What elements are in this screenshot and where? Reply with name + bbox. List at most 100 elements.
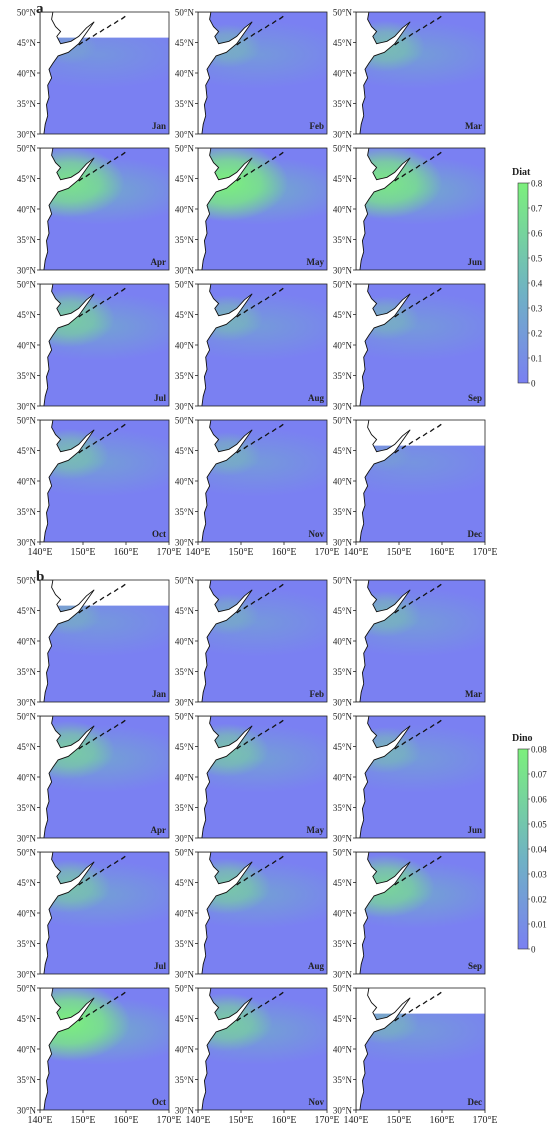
bloom-area xyxy=(198,148,289,222)
y-tick-label: 40°N xyxy=(175,773,195,783)
y-tick-label: 40°N xyxy=(17,477,37,487)
colorbar-tick: 0.01 xyxy=(531,920,547,930)
colorbar-tick: 0.08 xyxy=(531,745,547,755)
y-tick-label: 40°N xyxy=(333,477,353,487)
map-dino-oct: Oct 30°N 35°N 40°N 45°N 50°N 140°E 150°E 160°E 17… xyxy=(17,984,182,1127)
y-tick-label: 35°N xyxy=(175,371,195,381)
y-tick-label: 40°N xyxy=(175,637,195,647)
y-tick-label: 35°N xyxy=(17,371,37,381)
map-dino-aug: Aug 30°N 35°N 40°N 45°N 50°N xyxy=(175,848,328,980)
month-label: Dec xyxy=(468,529,483,539)
month-label: Jun xyxy=(467,825,482,835)
y-tick-label: 50°N xyxy=(333,280,353,290)
land-mask xyxy=(198,580,253,702)
y-tick-label: 45°N xyxy=(17,878,37,888)
y-tick-label: 35°N xyxy=(17,99,37,109)
y-tick-label: 40°N xyxy=(175,909,195,919)
land-mask xyxy=(356,12,411,134)
y-tick-label: 30°N xyxy=(17,1106,37,1116)
y-tick-label: 30°N xyxy=(17,834,37,844)
y-tick-label: 35°N xyxy=(175,667,195,677)
y-tick-label: 30°N xyxy=(17,970,37,980)
x-tick-label: 140°E xyxy=(343,547,368,558)
y-tick-label: 40°N xyxy=(333,637,353,647)
y-tick-label: 30°N xyxy=(17,538,37,548)
y-tick-label: 30°N xyxy=(333,834,353,844)
y-tick-label: 30°N xyxy=(175,970,195,980)
panel-label-a: a xyxy=(36,1,44,17)
y-tick-label: 40°N xyxy=(333,909,353,919)
map-diat-oct: Oct 30°N 35°N 40°N 45°N 50°N 140°E 150°E 160°E 17… xyxy=(17,416,182,559)
colorbar-tick: 0.05 xyxy=(531,820,547,830)
y-tick-label: 45°N xyxy=(17,38,37,48)
y-tick-label: 40°N xyxy=(17,69,37,79)
y-tick-label: 30°N xyxy=(175,538,195,548)
y-tick-label: 30°N xyxy=(17,698,37,708)
land-mask xyxy=(356,716,411,838)
y-tick-label: 50°N xyxy=(17,984,37,994)
bloom-area xyxy=(356,148,443,219)
map-diat-may: May 30°N 35°N 40°N 45°N 50°N xyxy=(175,144,328,276)
map-diat-mar: Mar 30°N 35°N 40°N 45°N 50°N xyxy=(333,8,486,140)
y-tick-label: 30°N xyxy=(175,130,195,140)
panel-b: b Jan 30°N 35°N 40°N 45°N 50°N Feb 30°N 35°N 40°N 4… xyxy=(17,569,547,1127)
y-tick-label: 30°N xyxy=(333,538,353,548)
map-dino-may: May 30°N 35°N 40°N 45°N 50°N xyxy=(175,712,328,844)
y-tick-label: 45°N xyxy=(333,310,353,320)
x-tick-label: 160°E xyxy=(429,1115,454,1126)
colorbar-tick: 0.2 xyxy=(531,329,542,339)
y-tick-label: 35°N xyxy=(175,507,195,517)
land-mask xyxy=(40,420,95,542)
y-tick-label: 45°N xyxy=(175,878,195,888)
map-dino-feb: Feb 30°N 35°N 40°N 45°N 50°N xyxy=(175,576,328,708)
y-tick-label: 50°N xyxy=(17,848,37,858)
x-tick-label: 160°E xyxy=(271,1115,296,1126)
y-tick-label: 35°N xyxy=(17,507,37,517)
land-mask xyxy=(40,716,95,838)
y-tick-label: 35°N xyxy=(333,1075,353,1085)
x-tick-label: 150°E xyxy=(386,547,411,558)
month-label: Nov xyxy=(309,1097,325,1107)
map-dino-jul: Jul 30°N 35°N 40°N 45°N 50°N xyxy=(17,848,170,980)
y-tick-label: 45°N xyxy=(17,310,37,320)
y-tick-label: 45°N xyxy=(333,38,353,48)
y-tick-label: 35°N xyxy=(17,235,37,245)
y-tick-label: 40°N xyxy=(333,773,353,783)
y-tick-label: 50°N xyxy=(175,848,195,858)
map-dino-dec: Dec 30°N 35°N 40°N 45°N 50°N 140°E 150°E 160°E 17… xyxy=(333,984,498,1127)
colorbar-tick: 0.3 xyxy=(531,304,543,314)
month-label: Oct xyxy=(152,529,166,539)
x-tick-label: 160°E xyxy=(429,547,454,558)
y-tick-label: 50°N xyxy=(333,848,353,858)
map-diat-aug: Aug 30°N 35°N 40°N 45°N 50°N xyxy=(175,280,328,412)
y-tick-label: 40°N xyxy=(333,205,353,215)
y-tick-label: 40°N xyxy=(175,69,195,79)
y-tick-label: 30°N xyxy=(175,1106,195,1116)
y-tick-label: 30°N xyxy=(175,266,195,276)
y-tick-label: 30°N xyxy=(333,970,353,980)
land-mask xyxy=(40,988,95,1110)
map-diat-apr: Apr 30°N 35°N 40°N 45°N 50°N xyxy=(17,144,170,276)
x-tick-label: 140°E xyxy=(27,547,52,558)
month-label: Feb xyxy=(310,121,325,131)
y-tick-label: 45°N xyxy=(333,742,353,752)
x-tick-label: 140°E xyxy=(185,547,210,558)
y-tick-label: 35°N xyxy=(333,667,353,677)
x-tick-label: 150°E xyxy=(70,1115,95,1126)
y-tick-label: 50°N xyxy=(333,984,353,994)
month-label: Jul xyxy=(154,393,167,403)
y-tick-label: 45°N xyxy=(175,446,195,456)
colorbar-title: Dino xyxy=(512,733,533,744)
y-tick-label: 30°N xyxy=(175,698,195,708)
x-tick-label: 150°E xyxy=(70,547,95,558)
land-mask xyxy=(198,148,253,270)
x-tick-label: 170°E xyxy=(472,1115,497,1126)
colorbar-dino: Dino 0 0.01 0.02 0.03 0.04 0.05 0.06 0.07 0.08 xyxy=(512,733,547,955)
y-tick-label: 35°N xyxy=(17,939,37,949)
map-dino-apr: Apr 30°N 35°N 40°N 45°N 50°N xyxy=(17,712,170,844)
y-tick-label: 45°N xyxy=(175,742,195,752)
y-tick-label: 40°N xyxy=(333,69,353,79)
map-diat-sep: Sep 30°N 35°N 40°N 45°N 50°N xyxy=(333,280,486,412)
y-tick-label: 35°N xyxy=(333,939,353,949)
